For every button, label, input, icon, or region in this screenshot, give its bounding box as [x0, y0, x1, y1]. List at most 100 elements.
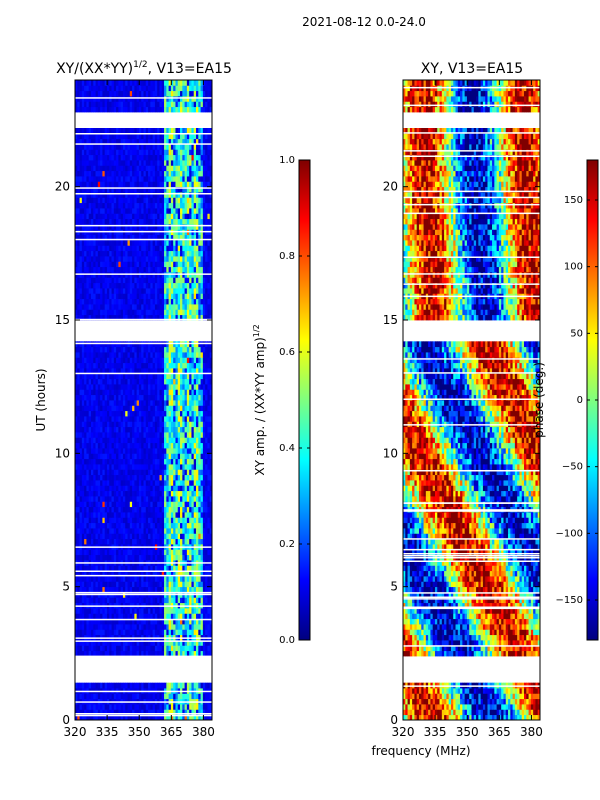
heatmap-cell — [127, 277, 131, 284]
heatmap-cell — [106, 389, 110, 396]
heatmap-cell — [102, 554, 106, 561]
heatmap-cell — [100, 453, 103, 460]
heatmap-cell — [159, 362, 163, 369]
heatmap-cell — [148, 245, 151, 252]
heatmap-cell — [90, 405, 94, 412]
heatmap-cell — [177, 416, 181, 422]
heatmap-cell — [106, 293, 110, 300]
heatmap-cell — [154, 352, 158, 358]
heatmap-cell — [159, 549, 163, 556]
heatmap-cell — [193, 400, 197, 406]
heatmap-cell — [84, 288, 87, 294]
heatmap-cell — [95, 293, 99, 300]
heatmap-cell — [81, 437, 85, 444]
heatmap-cell — [84, 533, 87, 540]
heatmap-cell — [132, 597, 135, 604]
heatmap-cell — [207, 368, 211, 374]
heatmap-cell — [186, 549, 190, 556]
heatmap-cell — [200, 389, 204, 396]
heatmap-cell — [129, 714, 133, 721]
heatmap-cell — [145, 309, 149, 316]
heatmap-cell — [129, 282, 133, 289]
heatmap-cell — [116, 256, 119, 262]
heatmap-cell — [196, 426, 199, 433]
heatmap-cell — [200, 304, 204, 310]
heatmap-cell — [193, 298, 197, 305]
heatmap-cell — [109, 570, 112, 577]
heatmap-cell — [102, 240, 106, 246]
heatmap-cell — [111, 640, 115, 646]
heatmap-cell — [97, 304, 101, 310]
heatmap-cell — [90, 469, 94, 476]
heatmap-cell — [81, 506, 85, 513]
heatmap-cell — [202, 448, 206, 454]
heatmap-cell — [200, 480, 204, 486]
heatmap-cell — [102, 581, 106, 588]
heatmap-cell — [122, 314, 126, 321]
heatmap-cell — [111, 496, 115, 502]
heatmap-cell — [150, 485, 154, 492]
heatmap-cell — [173, 293, 176, 300]
heatmap-cell — [193, 453, 197, 460]
heatmap-cell — [161, 245, 165, 252]
heatmap-cell — [120, 496, 124, 502]
heatmap-cell — [138, 528, 142, 534]
heatmap-cell — [205, 448, 208, 454]
heatmap-cell — [138, 288, 142, 294]
heatmap-cell — [157, 629, 160, 636]
heatmap-cell — [106, 421, 110, 428]
heatmap-cell — [150, 714, 154, 721]
heatmap-cell — [145, 240, 149, 246]
heatmap-cell — [209, 474, 213, 481]
heatmap-cell — [170, 432, 174, 438]
heatmap-cell — [207, 608, 211, 614]
heatmap-cell — [100, 394, 103, 401]
heatmap-cell — [198, 554, 201, 561]
heatmap-cell — [193, 309, 197, 316]
heatmap-cell — [127, 378, 131, 385]
heatmap-cell — [77, 682, 80, 689]
heatmap-cell — [180, 405, 183, 412]
heatmap-cell — [127, 373, 131, 380]
heatmap-cell — [168, 618, 172, 625]
heatmap-cell — [95, 448, 99, 454]
heatmap-cell — [79, 597, 83, 604]
heatmap-cell — [175, 565, 179, 572]
heatmap-cell — [173, 250, 176, 257]
heatmap-cell — [141, 405, 144, 412]
heatmap-cell — [173, 277, 176, 284]
heatmap-cell — [152, 410, 156, 417]
heatmap-cell — [113, 496, 117, 502]
heatmap-cell — [120, 709, 124, 716]
heatmap-cell — [100, 485, 103, 492]
heatmap-cell — [154, 629, 158, 636]
heatmap-cell — [159, 709, 163, 716]
heatmap-cell — [106, 464, 110, 470]
heatmap-cell — [205, 298, 208, 305]
heatmap-cell — [84, 576, 87, 582]
heatmap-cell — [168, 485, 172, 492]
heatmap-cell — [168, 357, 172, 364]
heatmap-cell — [196, 288, 199, 294]
heatmap-cell — [170, 624, 174, 630]
heatmap-cell — [150, 458, 154, 465]
heatmap-cell — [118, 245, 122, 252]
heatmap-cell — [152, 581, 156, 588]
heatmap-cell — [193, 517, 197, 524]
heatmap-cell — [202, 288, 206, 294]
heatmap-cell — [184, 586, 188, 593]
heatmap-cell — [75, 250, 78, 257]
heatmap-cell — [104, 709, 108, 716]
heatmap-cell — [127, 597, 131, 604]
heatmap-cell — [90, 629, 94, 636]
heatmap-cell — [177, 549, 181, 556]
heatmap-cell — [134, 624, 138, 630]
heatmap-cell — [138, 245, 142, 252]
heatmap-cell — [159, 448, 163, 454]
heatmap-cell — [189, 352, 192, 358]
heatmap-cell — [106, 416, 110, 422]
heatmap-cell — [193, 485, 197, 492]
heatmap-cell — [134, 448, 138, 454]
heatmap-cell — [81, 421, 85, 428]
heatmap-cell — [81, 234, 85, 241]
